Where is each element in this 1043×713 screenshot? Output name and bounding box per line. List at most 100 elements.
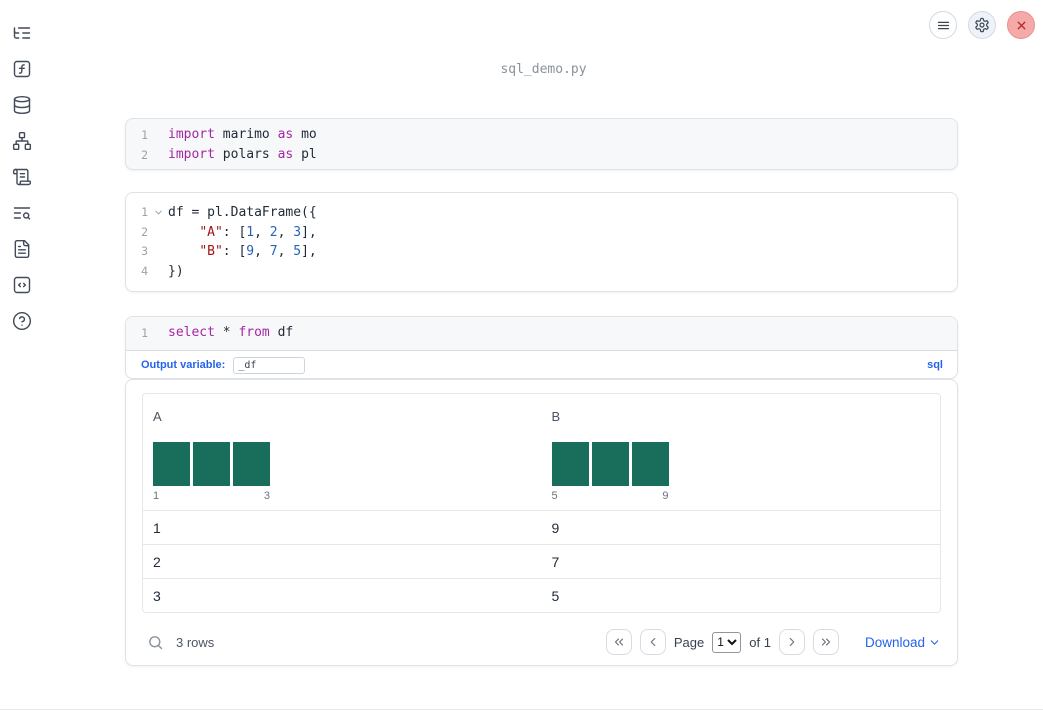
function-square-icon[interactable]: [10, 57, 34, 81]
histogram: [551, 442, 669, 486]
table-cell: 9: [551, 519, 560, 536]
next-page-button[interactable]: [778, 629, 805, 655]
code-editor[interactable]: 1 df = pl.DataFrame({2 "A": [1, 2, 3], 3 "…: [126, 203, 957, 281]
table-cell: 7: [551, 553, 560, 570]
menu-button[interactable]: [929, 11, 957, 39]
output-variable-input[interactable]: [233, 356, 306, 374]
table-cell: 1: [153, 519, 161, 536]
page-label: Page: [673, 634, 705, 650]
axis-tick-label: 3: [263, 490, 270, 502]
code-text: df = pl.DataFrame({: [168, 205, 317, 220]
line-number: 4: [141, 263, 148, 278]
page-select[interactable]: 1: [712, 631, 742, 653]
histogram-bar: [193, 442, 230, 486]
histogram-bar: [591, 442, 629, 486]
close-button[interactable]: [1007, 11, 1035, 39]
fold-spacer: [148, 262, 168, 282]
gear-icon: [975, 17, 989, 33]
chevron-down-icon: [930, 639, 939, 645]
table-footer: 3 rows Page 1 of 1: [142, 621, 941, 663]
table-cell: 3: [153, 587, 161, 604]
code-line: 1 df = pl.DataFrame({: [126, 203, 957, 223]
line-number: 1: [141, 128, 148, 142]
text-search-icon[interactable]: [10, 201, 34, 225]
file-text-icon[interactable]: [10, 237, 34, 261]
code-text: "A": [1, 2, 3],: [199, 224, 317, 240]
network-icon[interactable]: [10, 129, 34, 153]
code-line: 1 import marimo as mo: [126, 125, 957, 145]
close-icon: [1017, 21, 1025, 29]
chevron-right-icon: [789, 637, 795, 647]
scroll-text-icon[interactable]: [10, 165, 34, 189]
chevrons-right-icon: [821, 638, 831, 646]
download-label: Download: [864, 634, 925, 650]
row-count: 3 rows: [176, 634, 215, 650]
code-line: 2 import polars as pl: [126, 145, 957, 165]
download-button[interactable]: Download: [865, 635, 941, 650]
code-line: 2 "A": [1, 2, 3],: [126, 223, 957, 243]
help-circle-icon[interactable]: [10, 309, 34, 333]
line-number: 2: [141, 224, 148, 239]
bottom-divider: [0, 709, 1043, 710]
code-text: import marimo as mo: [168, 127, 317, 142]
code-cell-dataframe[interactable]: 1 df = pl.DataFrame({2 "A": [1, 2, 3], 3 "…: [125, 192, 958, 292]
fold-spacer: [148, 223, 168, 243]
settings-button[interactable]: [968, 11, 996, 39]
histogram: [153, 442, 270, 486]
histogram-bar: [551, 442, 589, 486]
list-tree-icon[interactable]: [10, 21, 34, 45]
database-icon[interactable]: [10, 93, 34, 117]
menu-icon: [937, 21, 949, 29]
histogram-bar: [631, 442, 669, 486]
sql-cell-meta: Output variable: sql: [126, 351, 957, 378]
pagination: Page 1 of 1 Download: [605, 629, 941, 655]
axis-tick-label: 5: [551, 490, 558, 502]
code-line: 4}): [126, 262, 957, 282]
code-line: 1 select * from df: [126, 323, 957, 343]
line-number: 3: [141, 244, 148, 258]
table-cell: 2: [153, 553, 161, 570]
column-label: B: [551, 409, 561, 424]
sql-cell[interactable]: 1 select * from df Output variable: sql: [125, 316, 958, 379]
topbar-controls: [929, 11, 1035, 39]
page-of-label: of 1: [749, 634, 771, 650]
line-number: 1: [141, 205, 148, 219]
code-square-icon[interactable]: [10, 273, 34, 297]
fold-spacer: [148, 125, 168, 145]
histogram-bar: [153, 442, 190, 486]
table-cell: 5: [551, 587, 560, 604]
fold-spacer: [148, 145, 168, 165]
search-icon[interactable]: [144, 631, 166, 653]
code-editor[interactable]: 1 import marimo as mo 2 import polars as pl: [126, 125, 957, 165]
sidebar: [0, 0, 44, 713]
fold-spacer: [148, 323, 168, 343]
fold-chevron-icon[interactable]: [148, 203, 168, 223]
code-text: import polars as pl: [168, 147, 317, 162]
prev-page-button[interactable]: [639, 629, 666, 655]
code-cell-imports[interactable]: 1 import marimo as mo 2 import polars as pl: [125, 118, 958, 170]
chevrons-left-icon: [614, 638, 623, 646]
chevron-left-icon: [650, 637, 656, 647]
code-text: }): [168, 263, 184, 279]
output-variable-label: Output variable:: [141, 359, 226, 371]
line-number: 1: [141, 326, 148, 340]
language-badge: sql: [927, 359, 943, 371]
column-label: A: [153, 409, 162, 424]
first-page-button[interactable]: [605, 629, 632, 655]
code-line: 3 "B": [9, 7, 5],: [126, 242, 957, 262]
last-page-button[interactable]: [812, 629, 839, 655]
line-number: 2: [141, 148, 148, 162]
code-editor[interactable]: 1 select * from df: [126, 317, 957, 351]
code-text: "B": [9, 7, 5],: [199, 244, 317, 259]
